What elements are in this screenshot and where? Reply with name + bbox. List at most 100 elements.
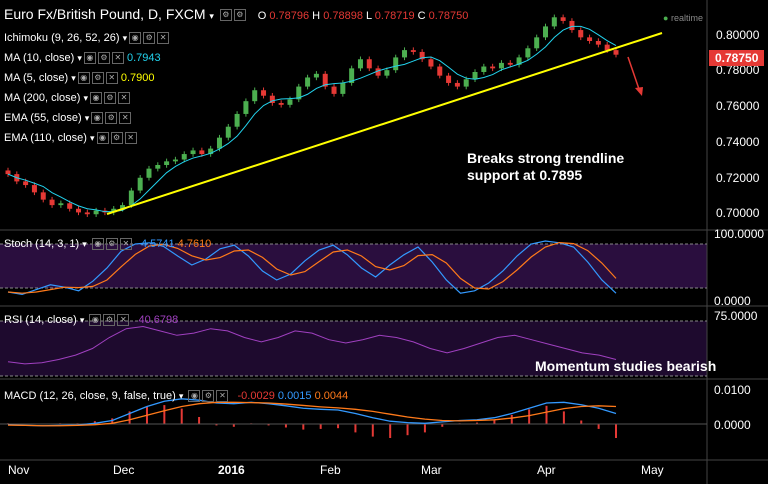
candle-body [234, 113, 240, 127]
chevron-down-icon[interactable]: ▾ [71, 73, 76, 83]
settings-icon[interactable]: ⚙ [104, 92, 117, 105]
low-label: L [366, 10, 372, 22]
x-tick: Feb [320, 463, 341, 477]
candle-body [243, 101, 249, 114]
chevron-down-icon[interactable]: ▾ [122, 33, 128, 43]
candle-body [516, 57, 522, 65]
chevron-down-icon[interactable]: ▾ [82, 239, 87, 249]
candle-body [410, 50, 416, 52]
gear-icon[interactable]: ⚙ [233, 9, 246, 22]
trendline [106, 32, 663, 215]
close-icon[interactable]: ✕ [111, 52, 124, 65]
indicator-label[interactable]: MA (10, close) [4, 52, 75, 64]
settings-icon[interactable]: ⚙ [103, 314, 116, 327]
close-icon[interactable]: ✕ [157, 32, 170, 45]
candle-body [357, 59, 363, 69]
x-tick: Nov [8, 463, 30, 477]
eye-icon[interactable]: ◉ [77, 72, 90, 85]
settings-icon[interactable]: ⚙ [105, 112, 118, 125]
candle-body [261, 90, 267, 96]
candle-body [181, 154, 187, 160]
candle-body [155, 165, 161, 169]
settings-icon[interactable]: ⚙ [110, 132, 123, 145]
candle-body [305, 77, 311, 87]
indicator-row[interactable]: Ichimoku (9, 26, 52, 26) ▾ ◉ ⚙ ✕ [4, 32, 170, 45]
candle-body [375, 68, 381, 76]
chevron-down-icon[interactable]: ▾ [79, 315, 85, 325]
close-icon[interactable]: ✕ [124, 132, 137, 145]
eye-icon[interactable]: ◉ [91, 238, 104, 251]
chevron-down-icon[interactable]: ▾ [77, 53, 82, 63]
indicator-row[interactable]: MA (200, close) ▾ ◉ ⚙ ✕ [4, 92, 131, 105]
candle-body [560, 17, 566, 21]
candle-body [278, 103, 284, 105]
ma10-line [7, 25, 617, 213]
indicator-label[interactable]: EMA (55, close) [4, 112, 82, 124]
indicator-row[interactable]: MA (5, close) ▾ ◉ ⚙ ✕ 0.7900 [4, 72, 155, 85]
indicator-label[interactable]: MA (5, close) [4, 72, 69, 84]
candle-body [454, 82, 460, 87]
close-icon[interactable]: ✕ [117, 314, 130, 327]
candle-body [208, 148, 214, 155]
chevron-down-icon[interactable]: ▾ [178, 391, 184, 401]
macd-line [7, 398, 617, 427]
close-icon[interactable]: ✕ [216, 390, 229, 403]
eye-icon[interactable]: ◉ [91, 112, 104, 125]
settings-icon[interactable]: ⚙ [105, 238, 118, 251]
candle-body [604, 44, 610, 51]
down-arrow-icon [627, 56, 643, 96]
indicator-row[interactable]: EMA (110, close) ▾ ◉ ⚙ ✕ [4, 132, 137, 145]
close-icon[interactable]: ✕ [105, 72, 118, 85]
eye-icon[interactable]: ◉ [83, 52, 96, 65]
eye-icon[interactable]: ◉ [129, 32, 142, 45]
candle-body [225, 126, 231, 138]
indicator-row[interactable]: EMA (55, close) ▾ ◉ ⚙ ✕ [4, 112, 132, 125]
indicator-row[interactable]: MA (10, close) ▾ ◉ ⚙ ✕ 0.7943 [4, 52, 161, 65]
chevron-down-icon[interactable]: ▾ [84, 113, 90, 123]
candle-body [349, 68, 355, 83]
indicator-label[interactable]: MA (200, close) [4, 92, 81, 104]
symbol-title[interactable]: Euro Fx/British Pound, D, FXCM [4, 6, 206, 22]
settings-icon[interactable]: ⚙ [91, 72, 104, 85]
indicator-value: 0.7943 [126, 52, 161, 64]
eye-icon[interactable]: ◉ [89, 314, 102, 327]
eye-icon[interactable]: ◉ [188, 390, 201, 403]
settings-icon[interactable]: ⚙ [202, 390, 215, 403]
x-tick: 2016 [218, 463, 245, 477]
close-icon[interactable]: ✕ [119, 112, 132, 125]
rsi-label[interactable]: RSI (14, close) [4, 314, 77, 326]
stoch-d-line [7, 241, 617, 294]
status-dot-icon: ● [663, 13, 669, 23]
indicator-label[interactable]: Ichimoku (9, 26, 52, 26) [4, 32, 120, 44]
eye-icon[interactable]: ◉ [96, 132, 109, 145]
candle-body [269, 95, 275, 103]
candle-body [287, 99, 293, 105]
candle-body [613, 50, 619, 55]
eye-icon[interactable]: ◉ [90, 92, 103, 105]
candles [5, 14, 619, 217]
candle-body [366, 59, 372, 69]
chevron-down-icon[interactable]: ▾ [209, 11, 214, 21]
indicator-value: 0.7900 [120, 72, 155, 84]
chevron-down-icon[interactable]: ▾ [90, 133, 95, 143]
stoch-label[interactable]: Stoch (14, 3, 1) [4, 238, 80, 250]
indicator-label[interactable]: EMA (110, close) [4, 132, 87, 144]
settings-icon[interactable]: ⚙ [143, 32, 156, 45]
trendline-note: Breaks strong trendline support at 0.789… [467, 150, 625, 183]
close-icon[interactable]: ✕ [118, 92, 131, 105]
stoch-k-value: 4.5741 [140, 238, 175, 250]
candle-body [111, 208, 117, 213]
stoch-k-line [7, 240, 617, 296]
chevron-down-icon[interactable]: ▾ [83, 93, 89, 103]
close-icon[interactable]: ✕ [119, 238, 132, 251]
macd-label[interactable]: MACD (12, 26, close, 9, false, true) [4, 390, 176, 402]
candle-body [402, 50, 408, 58]
candle-body [551, 17, 557, 27]
settings-icon[interactable]: ⚙ [219, 9, 232, 22]
candle-body [75, 208, 81, 213]
momentum-note: Momentum studies bearish [535, 358, 717, 374]
settings-icon[interactable]: ⚙ [97, 52, 110, 65]
rsi-band [0, 321, 707, 376]
candle-body [525, 48, 531, 58]
